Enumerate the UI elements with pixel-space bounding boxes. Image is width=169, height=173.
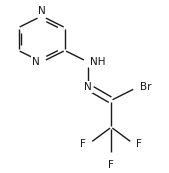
Text: F: F	[80, 139, 86, 149]
Text: N: N	[84, 82, 92, 92]
Text: F: F	[108, 160, 114, 170]
Text: N: N	[38, 6, 46, 16]
Text: NH: NH	[90, 57, 105, 67]
Text: N: N	[32, 57, 40, 67]
Text: Br: Br	[140, 82, 151, 92]
Text: F: F	[136, 139, 142, 149]
